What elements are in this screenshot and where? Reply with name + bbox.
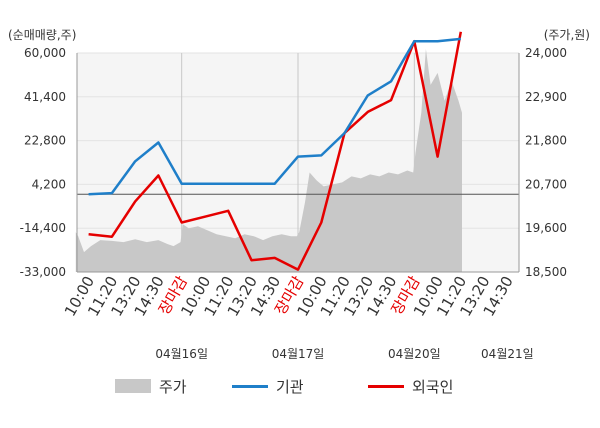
right-tick-label: 21,800	[525, 134, 567, 148]
legend-item-price: 주가	[115, 372, 187, 400]
left-tick-label: -33,000	[20, 265, 66, 279]
legend-swatch-price	[115, 379, 151, 393]
legend-item-foreign: 외국인	[368, 372, 453, 400]
legend-label-price: 주가	[159, 377, 187, 396]
institution-line	[88, 37, 461, 196]
date-label: 04월17일	[272, 347, 325, 361]
left-tick-label: 41,400	[24, 90, 66, 104]
right-tick-label: 19,600	[525, 221, 567, 235]
date-label: 04월20일	[388, 347, 441, 361]
left-tick-label: 60,000	[24, 46, 66, 60]
legend-item-institution: 기관	[232, 372, 304, 400]
right-tick-label: 18,500	[525, 265, 567, 279]
left-axis-label: (순매매량,주)	[8, 28, 76, 42]
date-label: 04월16일	[155, 347, 208, 361]
left-tick-label: -14,400	[20, 221, 66, 235]
right-tick-label: 22,900	[525, 90, 567, 104]
left-tick-label: 4,200	[32, 177, 66, 191]
right-axis-label: (주가,원)	[544, 28, 590, 42]
chart-svg: (순매매량,주) (주가,원) 60,000 24,000 41,400 22,900…	[8, 28, 590, 361]
left-tick-label: 22,800	[24, 134, 66, 148]
legend: 주가 기관 외국인	[0, 372, 600, 400]
date-label: 04월21일	[481, 347, 534, 361]
right-tick-label: 24,000	[525, 46, 567, 60]
foreign-line	[88, 31, 463, 271]
legend-swatch-institution	[232, 384, 268, 388]
legend-swatch-foreign	[368, 384, 404, 388]
right-tick-label: 20,700	[525, 177, 567, 191]
legend-label-foreign: 외국인	[412, 377, 454, 396]
price-area	[75, 49, 463, 272]
legend-label-institution: 기관	[276, 377, 304, 396]
